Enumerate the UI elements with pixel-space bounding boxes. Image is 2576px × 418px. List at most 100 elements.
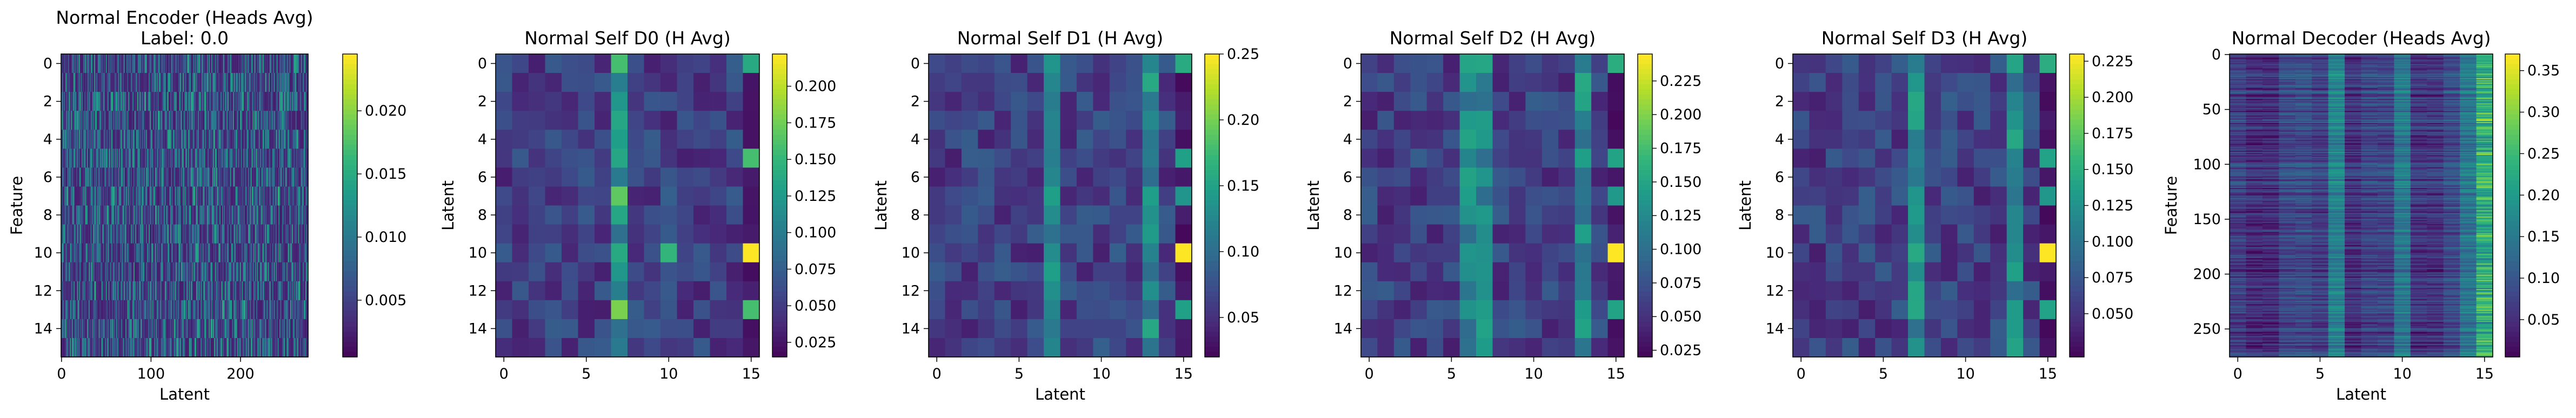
heatmap-cell bbox=[230, 224, 232, 244]
heatmap-cell bbox=[277, 167, 279, 187]
heatmap-cell bbox=[185, 149, 187, 168]
heatmap-cell bbox=[77, 224, 79, 244]
heatmap-cell bbox=[149, 167, 150, 187]
heatmap-cell bbox=[92, 319, 94, 339]
heatmap-cell bbox=[710, 262, 727, 282]
heatmap-cell bbox=[286, 224, 288, 244]
heatmap-cell bbox=[175, 111, 177, 130]
heatmap-cell bbox=[168, 186, 169, 206]
heatmap-cell bbox=[283, 167, 284, 187]
heatmap-cell bbox=[214, 262, 216, 282]
heatmap-cell bbox=[164, 338, 165, 358]
heatmap-cell bbox=[90, 338, 92, 358]
heatmap-cell bbox=[246, 167, 248, 187]
heatmap-cell bbox=[238, 300, 240, 320]
heatmap-cell bbox=[256, 130, 258, 149]
heatmap-cell bbox=[225, 73, 227, 92]
heatmap-cell bbox=[644, 224, 661, 244]
heatmap-cell bbox=[165, 73, 166, 92]
heatmap-cell bbox=[152, 262, 154, 282]
heatmap-cell bbox=[128, 186, 130, 206]
heatmap-cell bbox=[283, 149, 284, 168]
heatmap-cell bbox=[254, 73, 256, 92]
heatmap-cell bbox=[644, 243, 661, 263]
heatmap-cell bbox=[120, 281, 122, 301]
heatmap-cell bbox=[101, 224, 103, 244]
heatmap-cell bbox=[156, 167, 157, 187]
heatmap-cell bbox=[227, 186, 229, 206]
heatmap-cell bbox=[156, 338, 157, 358]
heatmap-cell bbox=[157, 73, 159, 92]
heatmap-cell bbox=[116, 205, 117, 225]
heatmap-cell bbox=[269, 319, 270, 339]
heatmap-cell bbox=[193, 54, 195, 73]
heatmap-cell bbox=[116, 243, 118, 263]
heatmap-cell bbox=[63, 319, 65, 339]
heatmap-cell bbox=[177, 186, 179, 206]
heatmap-cell bbox=[153, 319, 155, 339]
heatmap-cell bbox=[239, 92, 241, 111]
heatmap-cell bbox=[188, 224, 190, 244]
heatmap-cell bbox=[228, 262, 230, 282]
heatmap-cell bbox=[164, 319, 165, 339]
heatmap-cell bbox=[217, 111, 219, 130]
heatmap-cell bbox=[111, 338, 112, 358]
heatmap-cell bbox=[123, 262, 124, 282]
heatmap-cell bbox=[175, 73, 176, 92]
heatmap-cell bbox=[62, 319, 63, 339]
heatmap-cell bbox=[160, 54, 162, 73]
heatmap-cell bbox=[611, 262, 628, 282]
colorbar-segment bbox=[343, 104, 357, 110]
heatmap-cell bbox=[151, 73, 153, 92]
heatmap-cell bbox=[251, 262, 252, 282]
heatmap-cell bbox=[123, 281, 124, 301]
heatmap-cell bbox=[269, 149, 270, 168]
heatmap-cell bbox=[693, 149, 710, 168]
heatmap-cell bbox=[196, 54, 198, 73]
heatmap-cell bbox=[158, 167, 160, 187]
heatmap-cell bbox=[124, 73, 126, 92]
heatmap-cell bbox=[198, 262, 199, 282]
heatmap-cell bbox=[131, 300, 134, 320]
heatmap-cell bbox=[187, 281, 189, 301]
heatmap-cell bbox=[282, 54, 284, 73]
heatmap-cell bbox=[138, 262, 139, 282]
heatmap-cell bbox=[175, 243, 176, 263]
heatmap-cell bbox=[187, 262, 189, 282]
heatmap-cell bbox=[126, 243, 128, 263]
heatmap-cell bbox=[205, 338, 206, 358]
heatmap-cell bbox=[160, 130, 162, 149]
heatmap-cell bbox=[65, 92, 67, 111]
heatmap-cell bbox=[258, 243, 261, 263]
heatmap-cell bbox=[213, 111, 215, 130]
heatmap-cell bbox=[283, 243, 284, 263]
heatmap-cell bbox=[131, 54, 132, 73]
heatmap-cell bbox=[108, 111, 110, 130]
heatmap-cell bbox=[265, 319, 266, 339]
heatmap-cell bbox=[62, 167, 63, 187]
heatmap-cell bbox=[198, 281, 199, 301]
heatmap-cell bbox=[92, 243, 94, 263]
heatmap-cell bbox=[253, 281, 255, 301]
heatmap-cell bbox=[172, 186, 175, 206]
heatmap-cell bbox=[145, 92, 146, 111]
heatmap-cell bbox=[175, 262, 177, 282]
heatmap-cell bbox=[726, 319, 743, 339]
heatmap-cell bbox=[116, 300, 118, 320]
heatmap-cell bbox=[216, 186, 217, 206]
colorbar-segment bbox=[343, 205, 357, 211]
heatmap-cell bbox=[249, 205, 250, 225]
heatmap-cell bbox=[237, 281, 239, 301]
heatmap-cell bbox=[628, 149, 644, 168]
heatmap-cell bbox=[93, 224, 95, 244]
heatmap-cell bbox=[236, 149, 238, 168]
heatmap-cell bbox=[81, 54, 82, 73]
heatmap-cell bbox=[241, 243, 243, 263]
heatmap-cell bbox=[61, 205, 63, 225]
heatmap-cell bbox=[75, 149, 77, 168]
heatmap-cell bbox=[205, 319, 206, 339]
heatmap-cell bbox=[123, 149, 124, 168]
heatmap-cell bbox=[628, 262, 644, 282]
heatmap-cell bbox=[79, 111, 81, 130]
heatmap-cell bbox=[279, 73, 281, 92]
